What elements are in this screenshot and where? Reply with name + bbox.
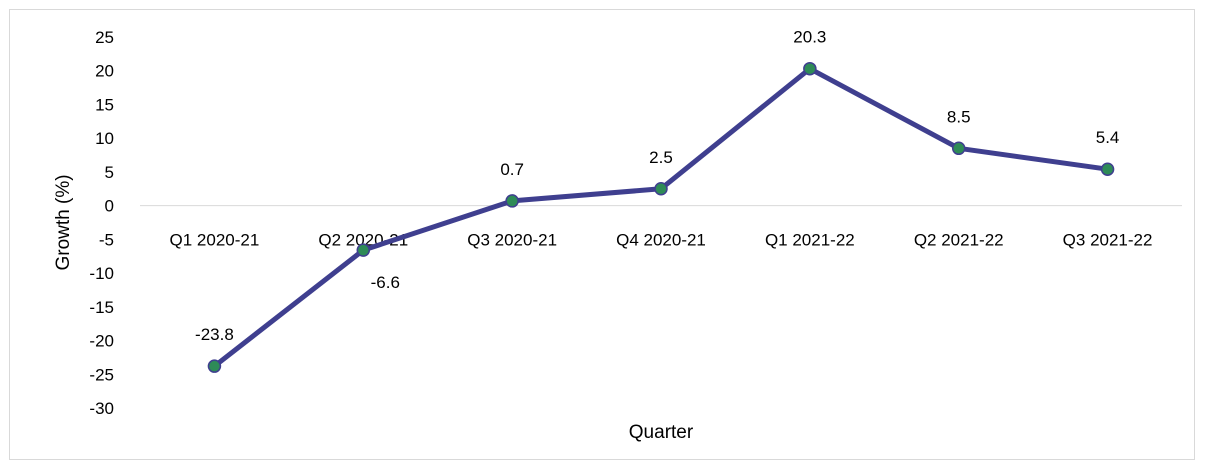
series-line: [211, 66, 1111, 369]
y-tick-label: 0: [105, 197, 114, 216]
data-point: [1100, 162, 1115, 176]
y-tick-label: 20: [95, 62, 114, 81]
y-tick-label: -5: [99, 230, 114, 249]
y-tick-label: 15: [95, 95, 114, 114]
data-point: [951, 141, 966, 156]
data-point: [505, 194, 519, 208]
data-point: [803, 61, 817, 76]
data-label: -6.6: [371, 273, 400, 292]
data-label: 0.7: [500, 160, 524, 179]
y-tick-label: 5: [105, 163, 114, 182]
data-point: [654, 182, 668, 196]
y-tick-label: -20: [89, 332, 114, 351]
data-point: [207, 359, 222, 373]
x-tick-label: Q1 2020-21: [170, 231, 260, 250]
y-tick-label: 10: [95, 129, 114, 148]
x-tick-label: Q1 2021-22: [765, 231, 855, 250]
data-label: -23.8: [195, 325, 234, 344]
y-axis-title: Growth (%): [53, 174, 74, 270]
x-axis-title: Quarter: [629, 422, 694, 443]
data-label: 20.3: [793, 28, 826, 47]
data-point: [356, 243, 371, 257]
data-markers: [207, 61, 1115, 373]
y-axis-ticks: 25 20 15 10 5 0 -5 -10 -15 -20 -25 -30: [89, 28, 114, 418]
data-label: 8.5: [947, 107, 971, 126]
x-tick-label: Q3 2021-22: [1063, 231, 1153, 250]
y-tick-label: 25: [95, 28, 114, 47]
data-label: 5.4: [1096, 128, 1120, 147]
data-label: 2.5: [649, 148, 673, 167]
x-axis-category-labels: Q1 2020-21 Q2 2020-21 Q3 2020-21 Q4 2020-21…: [170, 231, 1153, 250]
chart-area: [9, 9, 1195, 460]
data-labels: -23.8 -6.6 0.7 2.5 20.3 8.5 5.4: [195, 28, 1119, 344]
x-tick-label: Q2 2021-22: [914, 231, 1004, 250]
y-tick-label: -10: [89, 264, 114, 283]
y-tick-label: -30: [89, 399, 114, 418]
x-tick-label: Q3 2020-21: [467, 231, 557, 250]
y-tick-label: -25: [89, 365, 114, 384]
x-tick-label: Q4 2020-21: [616, 231, 706, 250]
y-tick-label: -15: [89, 298, 114, 317]
